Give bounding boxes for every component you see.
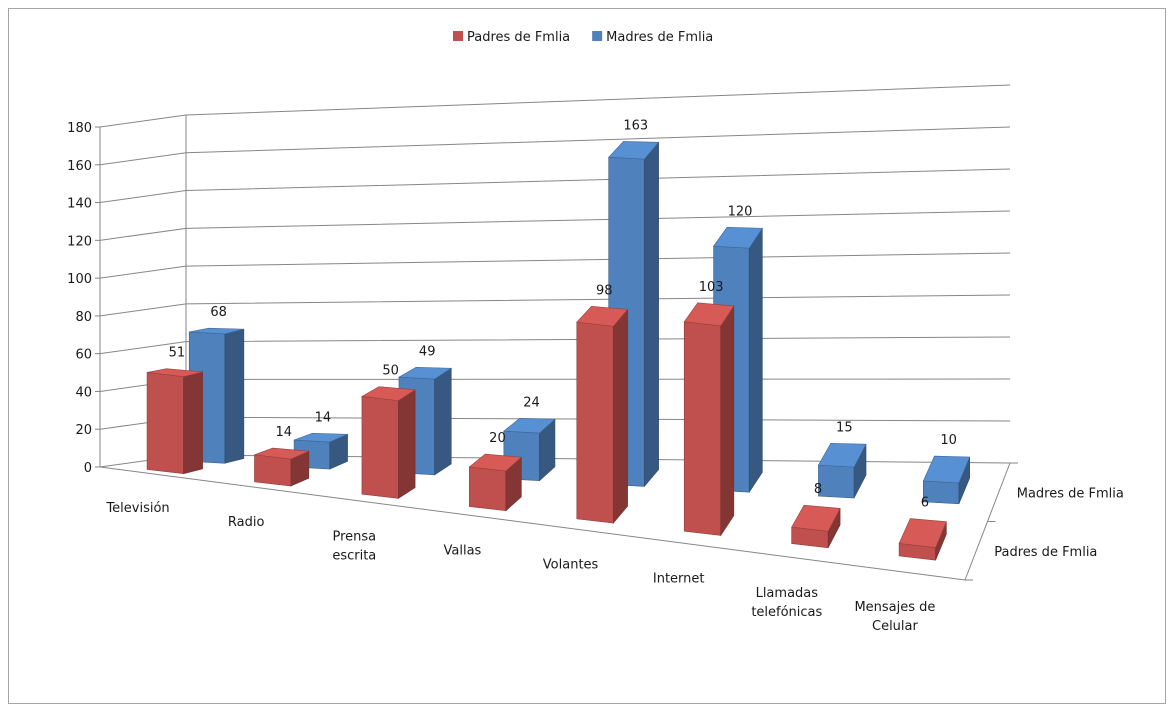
- legend-swatch: [592, 31, 602, 41]
- data-label: 20: [489, 431, 506, 446]
- y-tick-label: 140: [67, 197, 92, 212]
- data-label: 14: [275, 425, 292, 440]
- bar-side-face: [184, 372, 203, 474]
- gridline-180: [100, 85, 1010, 127]
- bar-side-face: [225, 329, 244, 463]
- bar-side-face: [435, 368, 452, 475]
- x-tick-label-television: Televisión: [105, 501, 169, 516]
- data-label: 15: [836, 420, 853, 435]
- data-label: 163: [623, 118, 648, 133]
- bar-padres-de-fmlia-vallas: [469, 454, 521, 511]
- data-label: 49: [419, 344, 436, 359]
- x-tick-label-internet: Internet: [653, 572, 705, 587]
- legend-label: Madres de Fmlia: [606, 30, 713, 45]
- bar-padres-de-fmlia-llamadas-telefonicas: [792, 505, 840, 548]
- legend-swatch: [453, 31, 463, 41]
- data-label: 6: [921, 496, 929, 511]
- data-label: 10: [940, 433, 957, 448]
- bar-side-face: [613, 309, 627, 523]
- bar-front-face: [684, 322, 721, 536]
- gridline-120: [100, 211, 1010, 240]
- data-label: 51: [169, 346, 186, 361]
- gridline-160: [100, 127, 1010, 165]
- bar-padres-de-fmlia-television: [147, 369, 203, 474]
- x-tick-label-volantes: Volantes: [543, 558, 599, 573]
- bar-side-face: [749, 228, 762, 492]
- y-tick-label: 20: [75, 423, 92, 438]
- bar-side-face: [644, 142, 658, 486]
- y-tick-label: 80: [75, 310, 92, 325]
- y-axis-ticks: 0 20 40 60 80 100 120 140 160 180: [67, 121, 100, 476]
- plot-bars: [147, 141, 970, 560]
- bar-padres-de-fmlia-prensa-escrita: [362, 387, 415, 499]
- y-tick-label: 180: [67, 121, 92, 136]
- depth-axis-label-madres-de-fmlia: Madres de Fmlia: [1017, 486, 1124, 501]
- bar-front-face: [577, 322, 614, 523]
- gridline-100: [100, 253, 1010, 278]
- data-label: 8: [814, 482, 822, 497]
- y-tick-label: 40: [75, 385, 92, 400]
- bar-front-face: [362, 396, 399, 498]
- gridline-80: [100, 295, 1010, 316]
- gridline-140: [100, 169, 1010, 203]
- bar-side-face: [721, 306, 734, 535]
- x-tick-label-vallas: Vallas: [444, 543, 482, 558]
- depth-axis: Padres de Fmlia Madres de Fmlia: [965, 463, 1124, 580]
- depth-axis-label-padres-de-fmlia: Padres de Fmlia: [994, 545, 1097, 560]
- bar-padres-de-fmlia-radio: [254, 448, 308, 486]
- y-tick-label: 60: [75, 348, 92, 363]
- x-tick-label-mensajes-de-celular: Mensajes de Celular: [854, 600, 935, 634]
- y-tick-label: 100: [67, 272, 92, 287]
- bar-madres-de-fmlia-llamadas-telefonicas: [818, 443, 866, 498]
- data-label: 50: [382, 364, 399, 379]
- y-tick-label: 120: [67, 234, 92, 249]
- bar-padres-de-fmlia-mensajes-de-celular: [899, 519, 946, 561]
- legend-item-padres-de-fmlia: Padres de Fmlia: [453, 30, 570, 45]
- data-label: 103: [699, 280, 724, 295]
- data-label: 24: [523, 395, 540, 410]
- bar-front-face: [818, 465, 854, 498]
- bar-padres-de-fmlia-volantes: [577, 306, 628, 523]
- legend-label: Padres de Fmlia: [467, 30, 570, 45]
- data-label: 120: [728, 204, 753, 219]
- data-label: 14: [315, 410, 332, 425]
- bar-padres-de-fmlia-internet: [684, 303, 734, 536]
- bar-front-face: [147, 372, 184, 473]
- y-tick-label: 0: [84, 461, 92, 476]
- bar-madres-de-fmlia-mensajes-de-celular: [923, 456, 969, 504]
- legend: Padres de Fmlia Madres de Fmlia: [453, 30, 713, 45]
- bar-side-face: [398, 390, 415, 499]
- x-tick-label-prensa-escrita: Prensa escrita: [332, 529, 376, 563]
- data-label: 68: [210, 305, 227, 320]
- data-label: 98: [596, 283, 613, 298]
- x-tick-label-llamadas-telefonicas: Llamadas telefónicas: [751, 586, 822, 620]
- x-tick-label-radio: Radio: [228, 515, 265, 530]
- bar-front-face: [469, 467, 506, 511]
- bar-front-face: [254, 455, 291, 486]
- legend-item-madres-de-fmlia: Madres de Fmlia: [592, 30, 713, 45]
- y-tick-label: 160: [67, 159, 92, 174]
